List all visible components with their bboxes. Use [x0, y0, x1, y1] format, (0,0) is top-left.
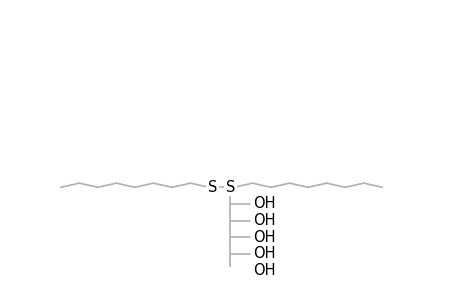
Text: S: S — [207, 180, 217, 195]
Text: OH: OH — [252, 213, 275, 228]
Text: OH: OH — [252, 246, 275, 261]
Text: S: S — [225, 180, 235, 195]
Text: OH: OH — [252, 196, 275, 211]
Text: OH: OH — [252, 263, 275, 278]
Text: OH: OH — [252, 230, 275, 245]
